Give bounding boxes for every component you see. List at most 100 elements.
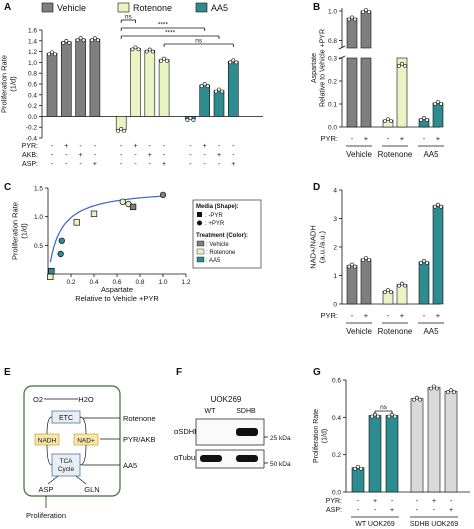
- blot-marker-25: 25 kDa: [270, 435, 291, 442]
- data-point: [429, 386, 433, 391]
- legend-square-icon: [197, 212, 202, 217]
- g-row-sign: -: [391, 498, 394, 505]
- a-row-label: AKB:: [22, 152, 38, 159]
- gln-arrow: [75, 475, 87, 485]
- a-row-sign: -: [149, 161, 152, 168]
- a-row-sign: -: [204, 152, 207, 159]
- data-point: [162, 56, 167, 61]
- b-y-label-0: Aspartate: [311, 53, 318, 83]
- bar-a-aa5: [228, 61, 239, 117]
- b-row-sign: -: [351, 134, 354, 143]
- bar-a-vehicle: [89, 38, 101, 117]
- d-y-tick-label: 2: [333, 245, 337, 252]
- data-point: [389, 119, 393, 124]
- data-point: [350, 262, 354, 267]
- panel-letter-e: E: [4, 367, 11, 378]
- sig-label: ns: [195, 38, 203, 45]
- data-point: [425, 260, 429, 265]
- cycle-arrow: [46, 444, 53, 466]
- data-point: [376, 414, 380, 419]
- a-row-sign: -: [79, 161, 82, 168]
- data-point: [220, 89, 224, 94]
- g-row-sign: +: [432, 498, 436, 505]
- bar-d-aa5: [432, 205, 444, 305]
- legend-circle-icon: [197, 220, 202, 226]
- data-point: [136, 47, 141, 52]
- d-row-label: PYR:: [320, 311, 338, 320]
- b-row-sign: +: [436, 134, 441, 143]
- data-point: [47, 52, 51, 57]
- g-row-sign: -: [357, 498, 360, 505]
- bar-a-vehicle: [60, 41, 72, 117]
- node-tca-line1: TCA: [60, 458, 74, 465]
- bar-b-vehicle: [346, 18, 358, 49]
- bar-g: [368, 415, 382, 493]
- g-row-sign: +: [390, 507, 394, 514]
- data-point: [50, 50, 54, 55]
- data-point: [202, 82, 207, 86]
- bar-d-aa5: [418, 261, 430, 305]
- node-nadplus: NAD+: [77, 438, 95, 445]
- bar-g: [351, 467, 365, 493]
- data-point: [370, 414, 374, 419]
- data-point: [64, 38, 69, 43]
- c-x-tick-label: 1.2: [181, 279, 190, 286]
- data-point: [387, 414, 391, 419]
- data-point: [81, 38, 86, 43]
- c-legend-media-title: Media (Shape):: [196, 204, 239, 210]
- g-row-label: PYR:: [326, 498, 342, 505]
- g-y-label-0: Proliferation Rate: [313, 409, 320, 463]
- b-group-label: AA5: [423, 150, 439, 159]
- data-point: [53, 52, 57, 57]
- a-row-sign: -: [149, 143, 152, 150]
- data-point: [364, 256, 368, 260]
- data-point: [367, 258, 371, 262]
- data-point: [400, 281, 404, 286]
- blot-title: UOK269: [211, 395, 242, 404]
- node-nadh: NADH: [38, 438, 57, 445]
- a-row-sign: -: [163, 152, 166, 159]
- data-point: [353, 264, 357, 269]
- b-y-label-1: Relative to Vehicle +PYR: [319, 29, 326, 107]
- point-circle-aa5: [58, 237, 65, 244]
- bar-a-rotenone: [144, 50, 156, 117]
- a-row-sign: -: [65, 152, 68, 159]
- b-row-sign: -: [423, 134, 426, 143]
- data-point: [389, 290, 393, 295]
- data-point: [130, 47, 135, 52]
- sig-label: ****: [165, 30, 176, 37]
- fit-curve: [49, 195, 164, 263]
- data-point: [356, 464, 360, 469]
- g-y-tick-label: 0.0: [332, 490, 341, 497]
- data-point: [228, 60, 233, 65]
- legend-treatment-swatch: [196, 248, 205, 255]
- a-y-tick-label: 1.2: [28, 49, 37, 56]
- c-x-tick-label: 1.0: [158, 279, 167, 286]
- point-circle-vehicle: [159, 191, 167, 199]
- b-y-tick-label: 0.3: [328, 56, 337, 63]
- node-asp: ASP: [38, 485, 53, 494]
- a-row-sign: -: [51, 143, 54, 150]
- c-x-tick-label: 0.4: [89, 279, 98, 286]
- a-y-label-0: Proliferation Rate: [0, 55, 9, 113]
- data-point: [150, 49, 155, 54]
- a-row-sign: +: [148, 152, 152, 159]
- a-row-sign: -: [65, 161, 68, 168]
- panel-letter-a: A: [4, 2, 12, 13]
- g-group-label: SDHB UOK269: [410, 521, 458, 528]
- node-o2: O2: [33, 395, 43, 404]
- d-y-tick-label: 3: [333, 216, 337, 223]
- b-group-label: Rotenone: [378, 150, 413, 159]
- bar-b-aa5: [432, 102, 444, 128]
- d-y-label-1: (a.u./a.u.): [318, 230, 327, 263]
- data-point: [147, 47, 152, 52]
- node-h2o: H2O: [78, 395, 94, 404]
- c-legend-treatment: : Vehicle: [206, 242, 229, 248]
- data-point: [188, 116, 193, 121]
- legend-swatch-vehicle: [41, 2, 54, 13]
- data-point: [61, 40, 66, 45]
- data-point: [432, 384, 436, 389]
- c-legend-box: [192, 199, 262, 269]
- legend-label-rotenone: Rotenone: [133, 3, 172, 13]
